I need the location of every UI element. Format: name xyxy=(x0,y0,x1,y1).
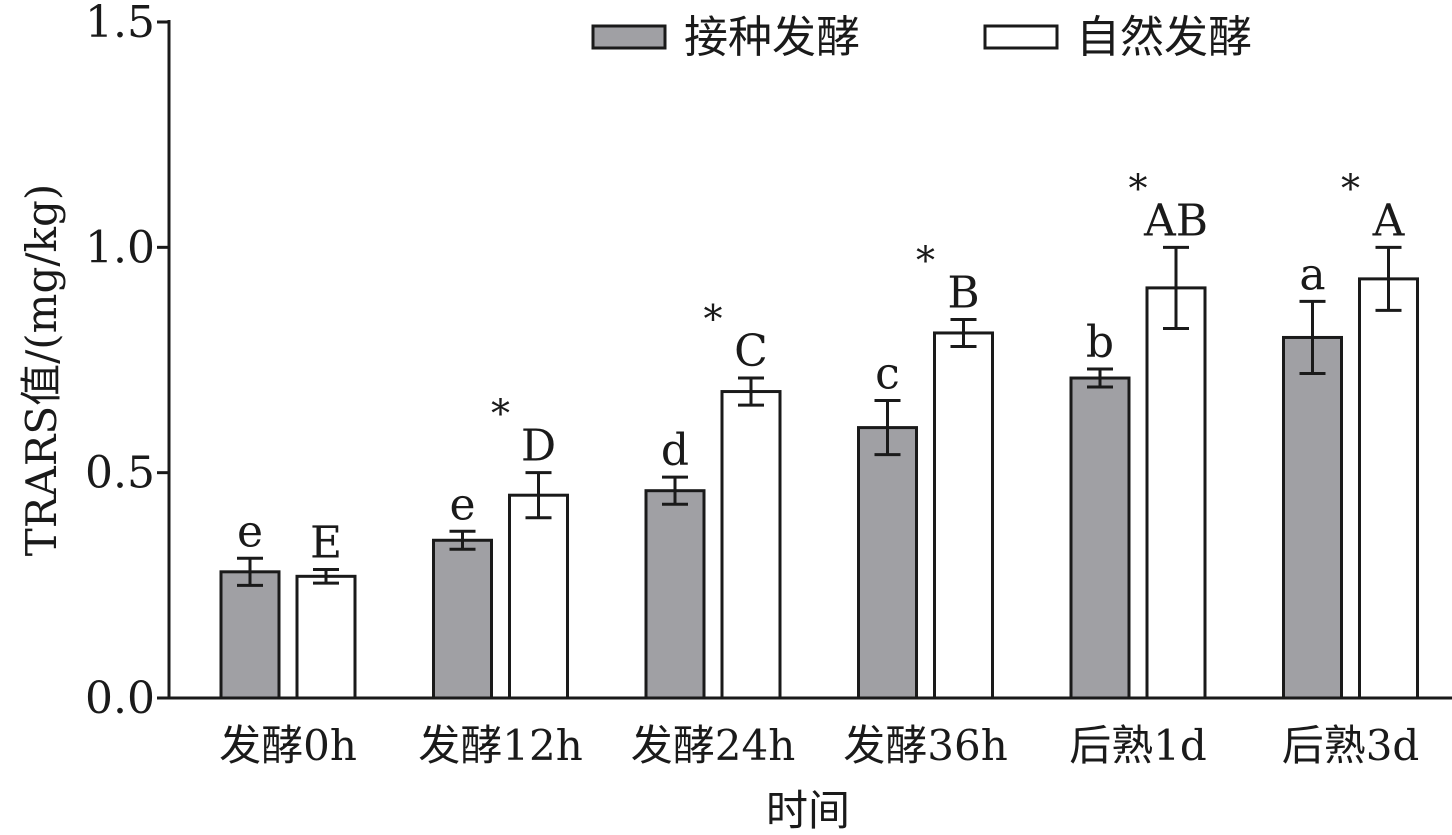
x-tick-label: 发酵24h xyxy=(631,721,796,770)
x-tick-label: 后熟3d xyxy=(1282,721,1420,770)
bar-natural xyxy=(933,331,994,700)
bar-natural xyxy=(508,493,569,700)
significance-star: * xyxy=(1341,166,1360,210)
significance-letter: E xyxy=(310,518,342,569)
significance-letter: e xyxy=(449,479,475,530)
bar-inoculated xyxy=(219,570,281,700)
y-axis-ticks: 0.0 0.5 1.0 1.5 xyxy=(85,0,169,724)
legend-label-inoculated: 接种发酵 xyxy=(684,12,860,63)
bar-inoculated xyxy=(644,489,706,700)
significance-star: * xyxy=(491,392,510,436)
x-axis-tick-labels: 发酵0h 发酵12h 发酵24h 发酵36h 后熟1d 后熟3d xyxy=(219,721,1419,770)
legend-swatch-natural xyxy=(983,24,1059,50)
significance-letter: a xyxy=(1299,249,1325,300)
bars xyxy=(219,245,1419,700)
significance-letter: D xyxy=(521,421,556,472)
x-tick-label: 发酵36h xyxy=(843,721,1008,770)
significance-letter: e xyxy=(237,506,263,557)
significance-letter: C xyxy=(734,326,768,377)
significance-letter: b xyxy=(1086,317,1114,368)
y-tick-label: 1.0 xyxy=(85,222,155,273)
x-axis-title: 时间 xyxy=(766,786,850,835)
bar-natural xyxy=(720,390,782,700)
y-tick-label: 1.5 xyxy=(85,0,155,48)
significance-star: * xyxy=(704,297,723,341)
bar-inoculated xyxy=(1282,335,1343,700)
bar-natural xyxy=(295,574,357,700)
bar-natural xyxy=(1145,286,1207,700)
significance-letter: A xyxy=(1372,195,1406,246)
y-axis-title: TRARS值/(mg/kg) xyxy=(17,184,66,556)
x-tick-label: 发酵0h xyxy=(219,721,357,770)
bar-inoculated xyxy=(1069,376,1131,700)
legend-swatch-inoculated xyxy=(591,24,667,50)
annotations: e EeD*dC*cB*bAB*aA* xyxy=(237,166,1406,568)
legend: 接种发酵 自然发酵 xyxy=(591,12,1252,63)
significance-star: * xyxy=(1129,166,1148,210)
significance-star: * xyxy=(916,238,935,282)
y-tick-label: 0.5 xyxy=(85,448,155,499)
bar-natural xyxy=(1358,277,1419,700)
y-tick-label: 0.0 xyxy=(85,673,155,724)
bar-inoculated xyxy=(857,426,918,700)
significance-letter: c xyxy=(875,349,900,400)
significance-letter: d xyxy=(661,425,689,476)
x-tick-label: 后熟1d xyxy=(1069,721,1207,770)
significance-letter: AB xyxy=(1143,195,1208,246)
significance-letter: B xyxy=(947,267,979,318)
legend-label-natural: 自然发酵 xyxy=(1076,12,1252,63)
bar-inoculated xyxy=(432,538,493,700)
x-tick-label: 发酵12h xyxy=(418,721,583,770)
